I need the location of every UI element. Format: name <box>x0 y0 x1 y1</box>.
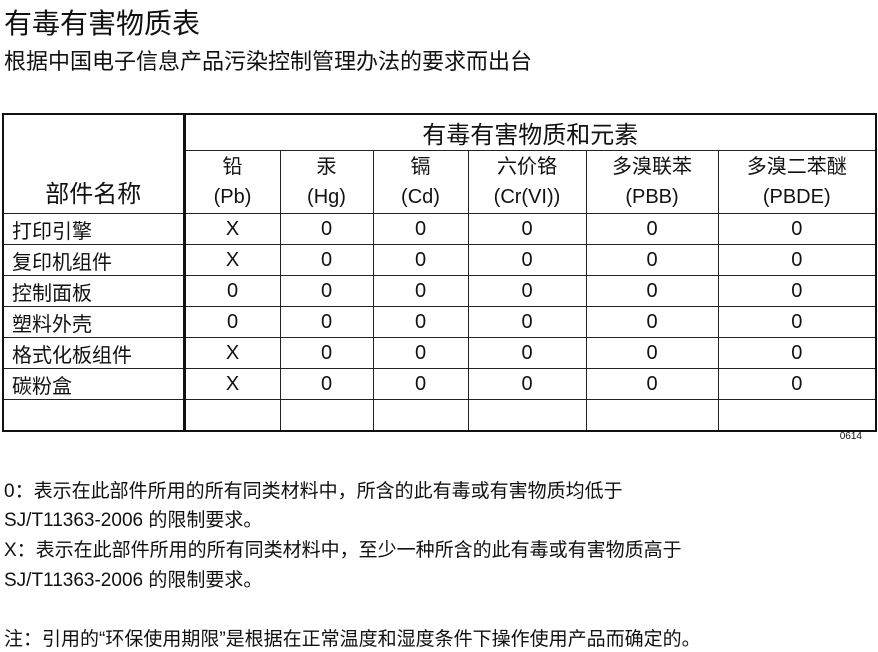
table-row: 控制面板 0 0 0 0 0 0 <box>2 275 877 307</box>
column-header: 铅 (Pb) <box>183 150 281 214</box>
empty-cell <box>183 399 281 432</box>
note-environmental-period: 注：引用的“环保使用期限”是根据在正常温度和湿度条件下操作使用产品而确定的。 <box>4 629 701 650</box>
substance-value: 0 <box>183 306 281 338</box>
substance-symbol: (PBDE) <box>762 186 831 208</box>
substance-value: 0 <box>585 244 719 276</box>
substance-value: 0 <box>372 306 469 338</box>
part-name: 打印引擎 <box>2 213 186 245</box>
substance-value: 0 <box>279 213 374 245</box>
part-name: 碳粉盒 <box>2 368 186 400</box>
substance-value: 0 <box>279 275 374 307</box>
substance-value: X <box>183 213 281 245</box>
substance-name: 多溴联苯 <box>612 156 692 178</box>
part-name: 格式化板组件 <box>2 337 186 369</box>
column-header: 多溴联苯 (PBB) <box>585 150 719 214</box>
empty-cell <box>717 399 877 432</box>
empty-cell <box>279 399 374 432</box>
substance-symbol: (Cr(VI)) <box>493 186 561 208</box>
substance-name: 镉 <box>410 156 431 178</box>
column-header: 多溴二苯醚 (PBDE) <box>717 150 877 214</box>
note-x-standard: SJ/T11363-2006 的限制要求。 <box>4 570 263 591</box>
substance-symbol: (PBB) <box>625 186 679 208</box>
empty-cell <box>372 399 469 432</box>
substance-value: 0 <box>717 368 877 400</box>
substance-value: 0 <box>717 275 877 307</box>
substance-value: 0 <box>467 368 587 400</box>
substance-value: 0 <box>585 368 719 400</box>
substance-value: 0 <box>372 337 469 369</box>
substance-value: 0 <box>467 244 587 276</box>
substance-value: 0 <box>279 244 374 276</box>
substance-value: 0 <box>372 275 469 307</box>
empty-cell <box>585 399 719 432</box>
substance-value: 0 <box>467 275 587 307</box>
substance-value: 0 <box>467 213 587 245</box>
substance-name: 多溴二苯醚 <box>746 156 847 178</box>
hazardous-substances-table: 部件名称 有毒有害物质和元素 铅 (Pb) 汞 (Hg) 镉 (Cd) 六价铬 (Cr(VI)… <box>2 113 877 432</box>
table-row: 碳粉盒 X 0 0 0 0 0 <box>2 368 877 400</box>
column-header: 镉 (Cd) <box>372 150 469 214</box>
substance-symbol: (Cd) <box>401 186 440 208</box>
substance-value: 0 <box>717 306 877 338</box>
part-name: 塑料外壳 <box>2 306 186 338</box>
substance-value: 0 <box>372 244 469 276</box>
substance-value: 0 <box>279 306 374 338</box>
substance-symbol: (Hg) <box>307 186 346 208</box>
column-header: 汞 (Hg) <box>279 150 374 214</box>
substance-value: 0 <box>372 368 469 400</box>
empty-cell <box>2 399 186 432</box>
substance-value: X <box>183 368 281 400</box>
substance-value: 0 <box>585 213 719 245</box>
table-row: 格式化板组件 X 0 0 0 0 0 <box>2 337 877 369</box>
note-x: X：表示在此部件所用的所有同类材料中，至少一种所含的此有毒或有害物质高于 <box>4 540 682 561</box>
note-zero: 0：表示在此部件所用的所有同类材料中，所含的此有毒或有害物质均低于 <box>4 481 623 502</box>
substance-symbol: (Pb) <box>213 186 252 208</box>
substance-value: 0 <box>717 337 877 369</box>
part-name-header: 部件名称 <box>2 113 186 214</box>
substance-value: 0 <box>585 337 719 369</box>
document-code: 0614 <box>839 431 862 442</box>
part-name: 复印机组件 <box>2 244 186 276</box>
part-name: 控制面板 <box>2 275 186 307</box>
column-header: 六价铬 (Cr(VI)) <box>467 150 587 214</box>
substance-value: 0 <box>585 275 719 307</box>
substance-value: 0 <box>467 337 587 369</box>
substance-value: 0 <box>183 275 281 307</box>
page-subtitle: 根据中国电子信息产品污染控制管理办法的要求而出台 <box>4 49 533 74</box>
substance-value: 0 <box>467 306 587 338</box>
empty-row <box>2 399 877 432</box>
table-row: 塑料外壳 0 0 0 0 0 0 <box>2 306 877 338</box>
substance-value: 0 <box>585 306 719 338</box>
substance-value: 0 <box>372 213 469 245</box>
group-header: 有毒有害物质和元素 <box>183 113 877 151</box>
note-zero-standard: SJ/T11363-2006 的限制要求。 <box>4 510 263 531</box>
substance-value: 0 <box>279 368 374 400</box>
substance-name: 铅 <box>222 156 243 178</box>
page-title: 有毒有害物质表 <box>4 8 201 39</box>
empty-cell <box>467 399 587 432</box>
substance-name: 汞 <box>316 156 337 178</box>
substance-value: 0 <box>717 244 877 276</box>
table-row: 打印引擎 X 0 0 0 0 0 <box>2 213 877 245</box>
substance-value: 0 <box>279 337 374 369</box>
substance-value: X <box>183 244 281 276</box>
substance-value: X <box>183 337 281 369</box>
table-row: 复印机组件 X 0 0 0 0 0 <box>2 244 877 276</box>
substance-value: 0 <box>717 213 877 245</box>
substance-name: 六价铬 <box>497 156 557 178</box>
